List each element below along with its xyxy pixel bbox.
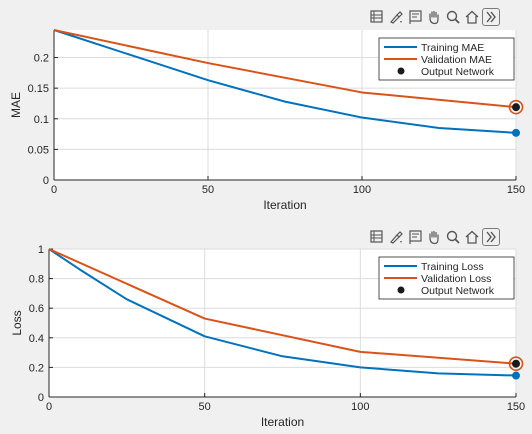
brush-icon[interactable] bbox=[387, 8, 405, 26]
legend-label: Output Network bbox=[421, 66, 495, 78]
output-network-marker bbox=[512, 359, 520, 368]
y-tick-label: 1 bbox=[38, 244, 44, 256]
y-tick-label: 0.05 bbox=[28, 144, 49, 156]
x-tick-label: 50 bbox=[202, 184, 214, 196]
x-tick-label: 0 bbox=[51, 184, 57, 196]
x-tick-label: 100 bbox=[351, 401, 369, 413]
axes-toolbar-top bbox=[368, 7, 500, 27]
y-axis-label: Loss bbox=[10, 310, 24, 335]
x-tick-label: 50 bbox=[199, 401, 211, 413]
output-network-ring bbox=[508, 356, 524, 371]
x-tick-label: 0 bbox=[46, 401, 52, 413]
y-axis-label: MAE bbox=[9, 92, 23, 118]
output-network-ring bbox=[508, 99, 524, 115]
x-axis-label: Iteration bbox=[263, 198, 306, 212]
x-tick-label: 100 bbox=[353, 184, 371, 196]
legend-label: Training MAE bbox=[421, 42, 484, 54]
y-tick-label: 0.15 bbox=[28, 83, 49, 95]
output-network-marker bbox=[512, 103, 520, 112]
zoom-icon[interactable] bbox=[444, 8, 462, 26]
legend-swatch bbox=[397, 286, 405, 294]
expand-icon[interactable] bbox=[482, 228, 500, 246]
y-tick-label: 0 bbox=[43, 175, 49, 187]
y-tick-label: 0.8 bbox=[29, 274, 44, 286]
y-tick-label: 0.4 bbox=[29, 333, 44, 345]
datatip-icon[interactable] bbox=[406, 8, 424, 26]
axes-toolbar-bottom bbox=[368, 227, 500, 247]
training-final-point bbox=[512, 371, 520, 380]
home-icon[interactable] bbox=[463, 8, 481, 26]
x-axis-label: Iteration bbox=[261, 415, 304, 429]
y-tick-label: 0.2 bbox=[34, 53, 49, 65]
legend-label: Validation MAE bbox=[421, 54, 492, 66]
pan-icon[interactable] bbox=[425, 228, 443, 246]
x-tick-label: 150 bbox=[507, 401, 525, 413]
export-icon[interactable] bbox=[368, 8, 386, 26]
datatip-icon[interactable] bbox=[406, 228, 424, 246]
training-line bbox=[53, 29, 517, 134]
y-tick-label: 0.2 bbox=[29, 362, 44, 374]
legend-label: Validation Loss bbox=[421, 273, 491, 285]
loss-chart: 0 50 100 150 0 0.2 0.4 0.6 0.8 1 Iteration Loss Trai… bbox=[10, 244, 525, 429]
export-icon[interactable] bbox=[368, 228, 386, 246]
home-icon[interactable] bbox=[463, 228, 481, 246]
training-final-point bbox=[512, 128, 520, 137]
mae-chart: 0 50 100 150 0 0.05 0.1 0.15 0.2 Iteration MAE Trai… bbox=[9, 29, 525, 212]
y-tick-label: 0.6 bbox=[29, 303, 44, 315]
validation-line bbox=[53, 29, 517, 109]
training-line bbox=[48, 248, 517, 377]
y-tick-label: 0 bbox=[38, 392, 44, 404]
legend-label: Output Network bbox=[421, 285, 495, 297]
y-tick-label: 0.1 bbox=[34, 114, 49, 126]
legend-label: Training Loss bbox=[421, 261, 484, 273]
x-tick-label: 150 bbox=[507, 184, 525, 196]
pan-icon[interactable] bbox=[425, 8, 443, 26]
validation-line bbox=[48, 248, 517, 365]
legend-swatch bbox=[397, 67, 405, 75]
brush-icon[interactable] bbox=[387, 228, 405, 246]
expand-icon[interactable] bbox=[482, 8, 500, 26]
zoom-icon[interactable] bbox=[444, 228, 462, 246]
